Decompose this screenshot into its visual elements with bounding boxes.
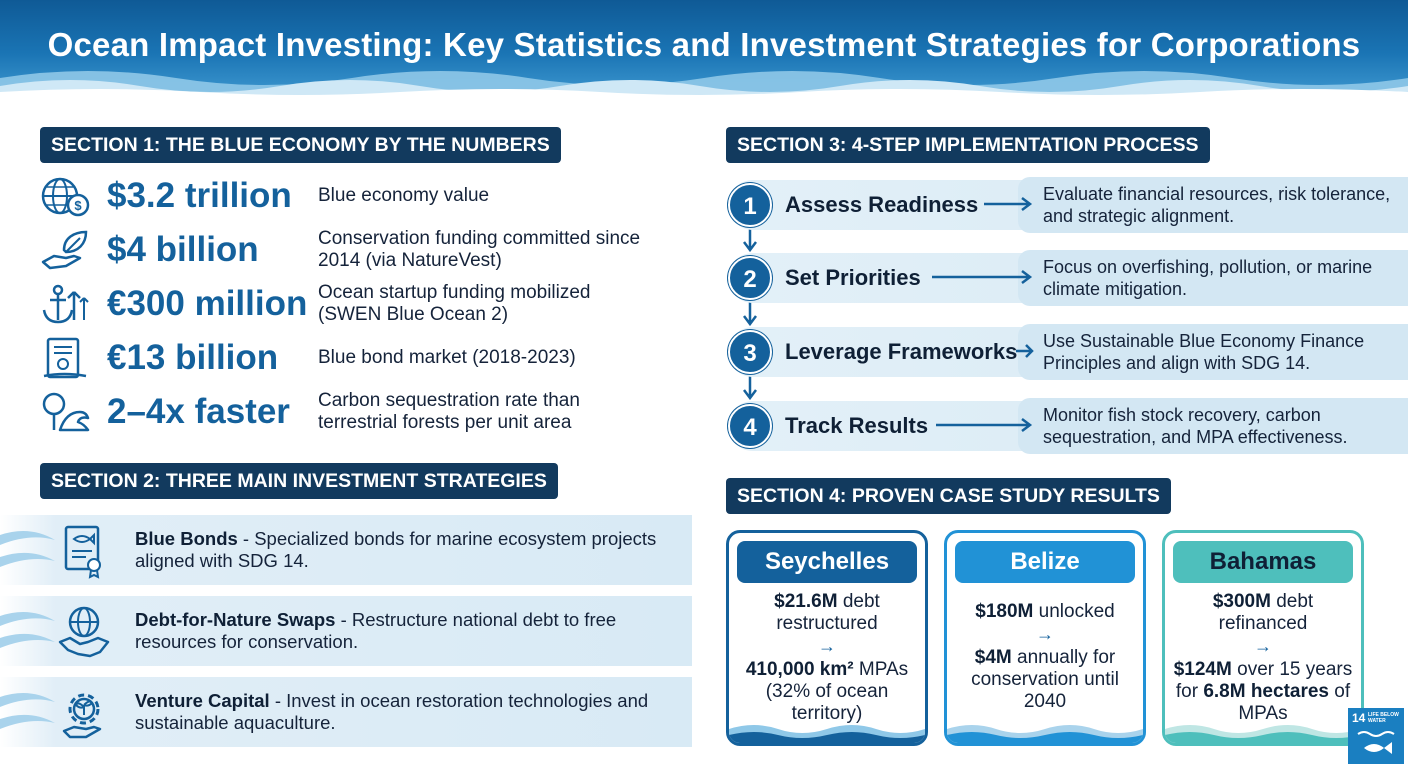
strategy-card: Blue Bonds - Specialized bonds for marin… bbox=[0, 515, 692, 585]
case-card-belize: Belize $180M unlocked → $4M annually for… bbox=[944, 530, 1146, 746]
stat-description: Ocean startup funding mobilized (SWEN Bl… bbox=[318, 282, 591, 325]
step-title: Leverage Frameworks bbox=[785, 339, 1018, 364]
step-title: Assess Readiness bbox=[785, 192, 979, 217]
strategy-text: Blue Bonds - Specialized bonds for marin… bbox=[135, 528, 685, 572]
case-card-bahamas: Bahamas $300M debt refinanced → $124M ov… bbox=[1162, 530, 1364, 746]
step-number: 3 bbox=[728, 330, 772, 374]
strategy-desc: - Restructure national debt to free reso… bbox=[135, 609, 617, 652]
case-highlight: $21.6M bbox=[774, 591, 838, 612]
strategy-name: Venture Capital bbox=[135, 690, 270, 711]
strategy-desc: - Specialized bonds for marine ecosystem… bbox=[135, 528, 657, 571]
svg-text:$: $ bbox=[74, 198, 82, 213]
step-number: 1 bbox=[728, 183, 772, 227]
case-highlight: $124M bbox=[1173, 659, 1232, 680]
stat-value: 2–4x faster bbox=[107, 392, 290, 431]
sdg-number: 14 bbox=[1352, 711, 1366, 725]
case-highlight: $300M bbox=[1212, 591, 1271, 612]
step-description: Evaluate financial resources, risk toler… bbox=[1043, 184, 1391, 226]
strategy-text: Venture Capital - Invest in ocean restor… bbox=[135, 690, 685, 734]
stat-description: Blue economy value bbox=[318, 185, 490, 206]
case-card-seychelles: Seychelles $21.6M debt restructured → 41… bbox=[726, 530, 928, 746]
stat-value: $3.2 trillion bbox=[107, 176, 292, 215]
case-highlight: 6.8M hectares bbox=[1203, 681, 1329, 702]
card-waves bbox=[947, 725, 1143, 743]
strategy-name: Debt-for-Nature Swaps bbox=[135, 609, 336, 630]
step-description: Monitor fish stock recovery, carbon sequ… bbox=[1043, 405, 1348, 447]
stat-row: $4 billion Conservation funding committe… bbox=[40, 224, 680, 276]
arrow-right-icon bbox=[984, 197, 1033, 211]
strategy-card: Venture Capital - Invest in ocean restor… bbox=[0, 677, 692, 747]
swoosh-decoration bbox=[0, 693, 55, 729]
fish-waves-icon bbox=[1357, 731, 1395, 754]
case-title: Seychelles bbox=[737, 541, 917, 583]
case-body: $180M unlocked → $4M annually for conser… bbox=[951, 601, 1139, 713]
stat-row: €300 million Ocean startup funding mobil… bbox=[40, 278, 680, 330]
card-waves bbox=[729, 725, 925, 743]
globe-money-icon: $ bbox=[41, 177, 90, 217]
swoosh-decoration bbox=[0, 531, 55, 567]
case-text: debt restructured bbox=[776, 591, 880, 634]
arrow-right-icon bbox=[932, 270, 1033, 284]
strategy-card: Debt-for-Nature Swaps - Restructure nati… bbox=[0, 596, 692, 666]
step-title: Set Priorities bbox=[785, 265, 921, 290]
case-body: $300M debt refinanced → $124M over 15 ye… bbox=[1169, 591, 1357, 725]
hand-leaf-icon bbox=[41, 230, 88, 270]
stat-description: Conservation funding committed since 201… bbox=[318, 228, 641, 271]
case-body: $21.6M debt restructured → 410,000 km² M… bbox=[733, 591, 921, 725]
arrow-icon: → bbox=[818, 636, 836, 656]
swoosh-decoration bbox=[0, 612, 55, 648]
page-title: Ocean Impact Investing: Key Statistics a… bbox=[47, 26, 1361, 63]
strategy-desc: - Invest in ocean restoration technologi… bbox=[135, 690, 649, 733]
section1-label: SECTION 1: THE BLUE ECONOMY BY THE NUMBE… bbox=[40, 127, 561, 163]
step-desc-box bbox=[1018, 324, 1408, 380]
tree-wave-icon bbox=[42, 392, 90, 432]
arrow-right-icon bbox=[1016, 344, 1034, 358]
case-title: Belize bbox=[955, 541, 1135, 583]
stat-row: €13 billion Blue bond market (2018-2023) bbox=[40, 332, 680, 384]
sdg14-badge: 14 LIFE BELOW WATER bbox=[1348, 708, 1404, 764]
case-text: unlocked bbox=[1033, 601, 1115, 622]
stat-value: €13 billion bbox=[107, 338, 279, 377]
step-description: Focus on overfishing, pollution, or mari… bbox=[1043, 257, 1373, 299]
section2-label: SECTION 2: THREE MAIN INVESTMENT STRATEG… bbox=[40, 463, 558, 499]
stat-description: Carbon sequestration rate than terrestri… bbox=[318, 390, 580, 433]
stat-value: €300 million bbox=[107, 284, 308, 323]
stat-row: $ $3.2 trillion Blue economy value bbox=[40, 170, 680, 222]
stat-value: $4 billion bbox=[107, 230, 259, 269]
case-text: of MPAs bbox=[1238, 681, 1351, 724]
case-text: debt refinanced bbox=[1218, 591, 1314, 634]
step-desc-box bbox=[1018, 177, 1408, 233]
gear-sprout-icon bbox=[62, 693, 102, 739]
header-waves bbox=[0, 71, 1408, 96]
header-banner: Ocean Impact Investing: Key Statistics a… bbox=[0, 0, 1408, 96]
stat-row: 2–4x faster Carbon sequestration rate th… bbox=[40, 386, 680, 438]
sdg-text: LIFE BELOW WATER bbox=[1368, 712, 1399, 724]
step-desc-box bbox=[1018, 398, 1408, 454]
case-text: MPAs (32% of ocean territory) bbox=[765, 659, 909, 724]
section3-label: SECTION 3: 4-STEP IMPLEMENTATION PROCESS bbox=[726, 127, 1210, 163]
case-highlight: $180M bbox=[975, 601, 1034, 622]
section4-label: SECTION 4: PROVEN CASE STUDY RESULTS bbox=[726, 478, 1171, 514]
card-waves bbox=[1165, 725, 1361, 743]
case-highlight: 410,000 km² bbox=[745, 659, 854, 680]
case-text: over 15 years for bbox=[1175, 659, 1353, 702]
anchor-growth-icon bbox=[42, 284, 89, 324]
step-number: 4 bbox=[728, 404, 772, 448]
stat-description: Blue bond market (2018-2023) bbox=[318, 347, 576, 368]
step-desc-box bbox=[1018, 250, 1408, 306]
step-title: Track Results bbox=[785, 413, 929, 438]
step-number: 2 bbox=[728, 256, 772, 300]
arrow-icon: → bbox=[1254, 636, 1272, 656]
arrow-right-icon bbox=[936, 418, 1033, 432]
case-highlight: $4M bbox=[974, 647, 1012, 668]
strategy-text: Debt-for-Nature Swaps - Restructure nati… bbox=[135, 609, 685, 653]
step-description: Use Sustainable Blue Economy Finance Pri… bbox=[1043, 331, 1365, 373]
arrow-icon: → bbox=[1036, 624, 1054, 644]
bond-certificate-icon bbox=[43, 337, 87, 379]
fish-certificate-icon bbox=[64, 525, 101, 579]
case-text: annually for conservation until 2040 bbox=[971, 647, 1119, 712]
strategy-name: Blue Bonds bbox=[135, 528, 238, 549]
case-title: Bahamas bbox=[1173, 541, 1353, 583]
globe-handshake-icon bbox=[58, 606, 110, 658]
